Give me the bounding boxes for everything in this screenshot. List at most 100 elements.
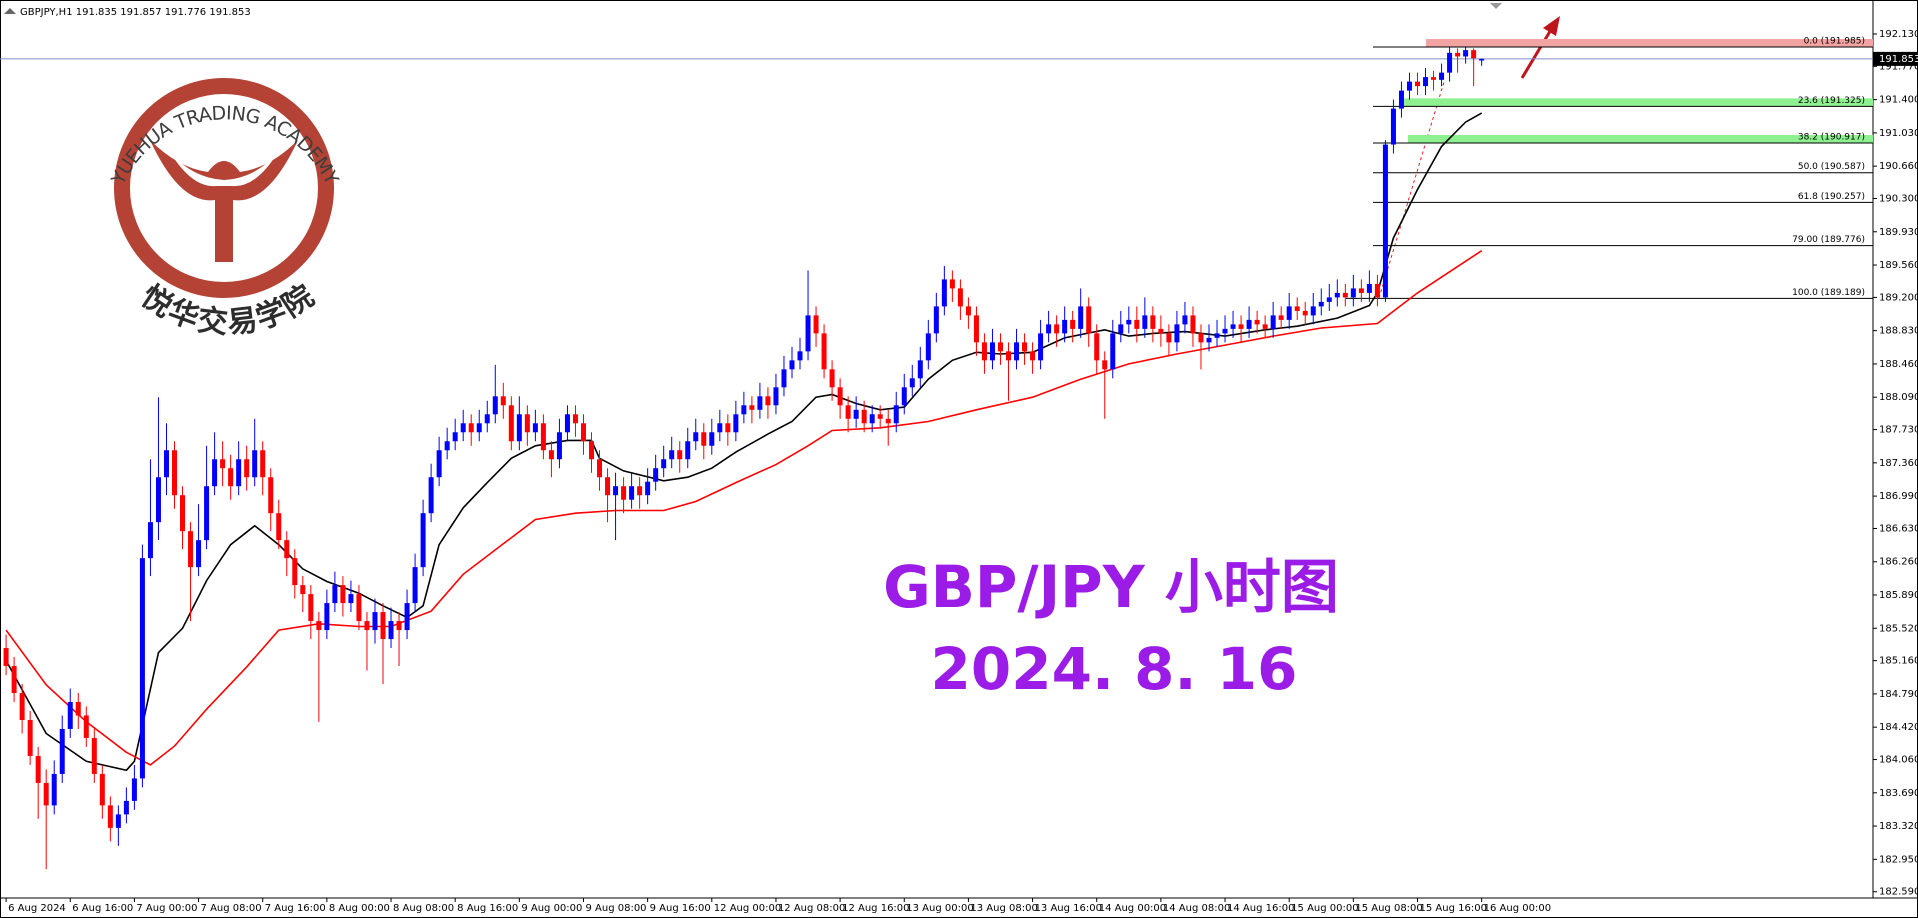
candle-body [781, 369, 787, 388]
y-tick-label: 190.660 [1879, 161, 1918, 172]
candle-body [163, 450, 169, 478]
y-tick-label: 189.560 [1879, 260, 1918, 271]
candle-body [773, 387, 779, 406]
fib-zone [1426, 39, 1873, 48]
candle-body [725, 423, 731, 433]
candle-body [981, 342, 987, 361]
candle-body [252, 450, 258, 478]
candle-body [532, 423, 538, 433]
candle-body [188, 531, 194, 568]
candle-body [1270, 315, 1276, 329]
candle-body [829, 369, 835, 388]
candle-body [965, 306, 971, 316]
candle-body [380, 612, 386, 640]
candle-body [1102, 360, 1108, 370]
candle-body [1134, 319, 1140, 329]
x-tick-label: 15 Aug 00:00 [1291, 903, 1358, 914]
candle-body [917, 360, 923, 379]
fib-label: 61.8 (190.257) [1798, 192, 1865, 202]
candle-body [1062, 319, 1068, 334]
fib-label: 79.00 (189.776) [1792, 235, 1865, 245]
candle-body [332, 585, 338, 604]
y-tick-label: 183.690 [1879, 788, 1918, 799]
annotation-title: GBP/JPY 小时图 [883, 553, 1339, 621]
x-tick-label: 13 Aug 08:00 [970, 903, 1037, 914]
candle-body [1174, 324, 1180, 343]
y-tick-label: 191.400 [1879, 95, 1918, 106]
x-tick-label: 7 Aug 08:00 [201, 903, 262, 914]
candle-body [1158, 328, 1164, 334]
candle-body [853, 409, 859, 419]
candle-body [220, 459, 226, 469]
candle-body [99, 773, 105, 806]
candle-body [131, 778, 137, 801]
candle-body [749, 405, 755, 410]
candle-body [1262, 324, 1268, 329]
fib-label: 0.0 (191.985) [1804, 37, 1865, 47]
candle-body [909, 378, 915, 388]
candle-body [468, 423, 474, 433]
candle-body [1190, 315, 1196, 334]
candle-body [236, 459, 242, 487]
trend-line [1378, 81, 1445, 299]
x-tick-label: 7 Aug 16:00 [265, 903, 326, 914]
y-tick-label: 191.030 [1879, 128, 1918, 139]
candle-body [1246, 319, 1252, 329]
y-tick-label: 184.420 [1879, 722, 1918, 733]
fib-label: 23.6 (191.325) [1798, 96, 1865, 106]
x-tick-label: 8 Aug 00:00 [329, 903, 390, 914]
candle-body [637, 486, 643, 496]
y-tick-label: 189.200 [1879, 292, 1918, 303]
candle-body [316, 621, 322, 631]
candle-body [685, 441, 691, 460]
candle-body [1030, 351, 1036, 361]
candle-body [861, 409, 867, 424]
arrow-head [1543, 16, 1560, 36]
candle-body [717, 423, 723, 433]
candle-body [701, 432, 707, 446]
fib-zone [1402, 98, 1873, 107]
y-tick-label: 187.730 [1879, 425, 1918, 436]
y-tick-label: 182.590 [1879, 887, 1918, 898]
fib-label: 50.0 (190.587) [1798, 162, 1865, 172]
candle-body [1126, 319, 1132, 325]
candle-body [35, 755, 41, 783]
y-tick-label: 184.060 [1879, 755, 1918, 766]
candle-body [308, 594, 314, 622]
y-tick-label: 182.950 [1879, 854, 1918, 865]
candle-body [516, 414, 522, 442]
x-tick-label: 8 Aug 16:00 [457, 903, 518, 914]
candle-body [789, 360, 795, 370]
candle-body [548, 450, 554, 460]
candle-body [412, 567, 418, 604]
candle-body [1447, 52, 1453, 73]
candle-body [436, 450, 442, 478]
candle-body [1214, 333, 1220, 338]
candle-body [1078, 306, 1084, 329]
candle-body [957, 288, 963, 307]
candle-body [1094, 333, 1100, 361]
candle-body [1118, 324, 1124, 334]
candle-body [597, 459, 603, 478]
y-tick-label: 192.130 [1879, 29, 1918, 40]
candle-body [845, 405, 851, 419]
fib-label: 100.0 (189.189) [1792, 288, 1865, 298]
candle-body [107, 805, 113, 828]
candle-body [1366, 283, 1372, 293]
x-tick-label: 8 Aug 08:00 [393, 903, 454, 914]
candle-body [1070, 319, 1076, 329]
y-tick-label: 185.890 [1879, 590, 1918, 601]
candle-body [115, 814, 121, 828]
candle-body [276, 513, 282, 541]
candle-body [925, 333, 931, 361]
candle-body [372, 612, 378, 631]
candle-body [1479, 58, 1485, 61]
x-tick-label: 9 Aug 00:00 [521, 903, 582, 914]
candle-body [212, 459, 218, 487]
y-tick-label: 188.090 [1879, 392, 1918, 403]
candle-body [869, 414, 875, 424]
candle-body [1463, 50, 1469, 57]
candle-body [1334, 292, 1340, 298]
candle-body [893, 405, 899, 424]
candle-body [260, 450, 266, 478]
